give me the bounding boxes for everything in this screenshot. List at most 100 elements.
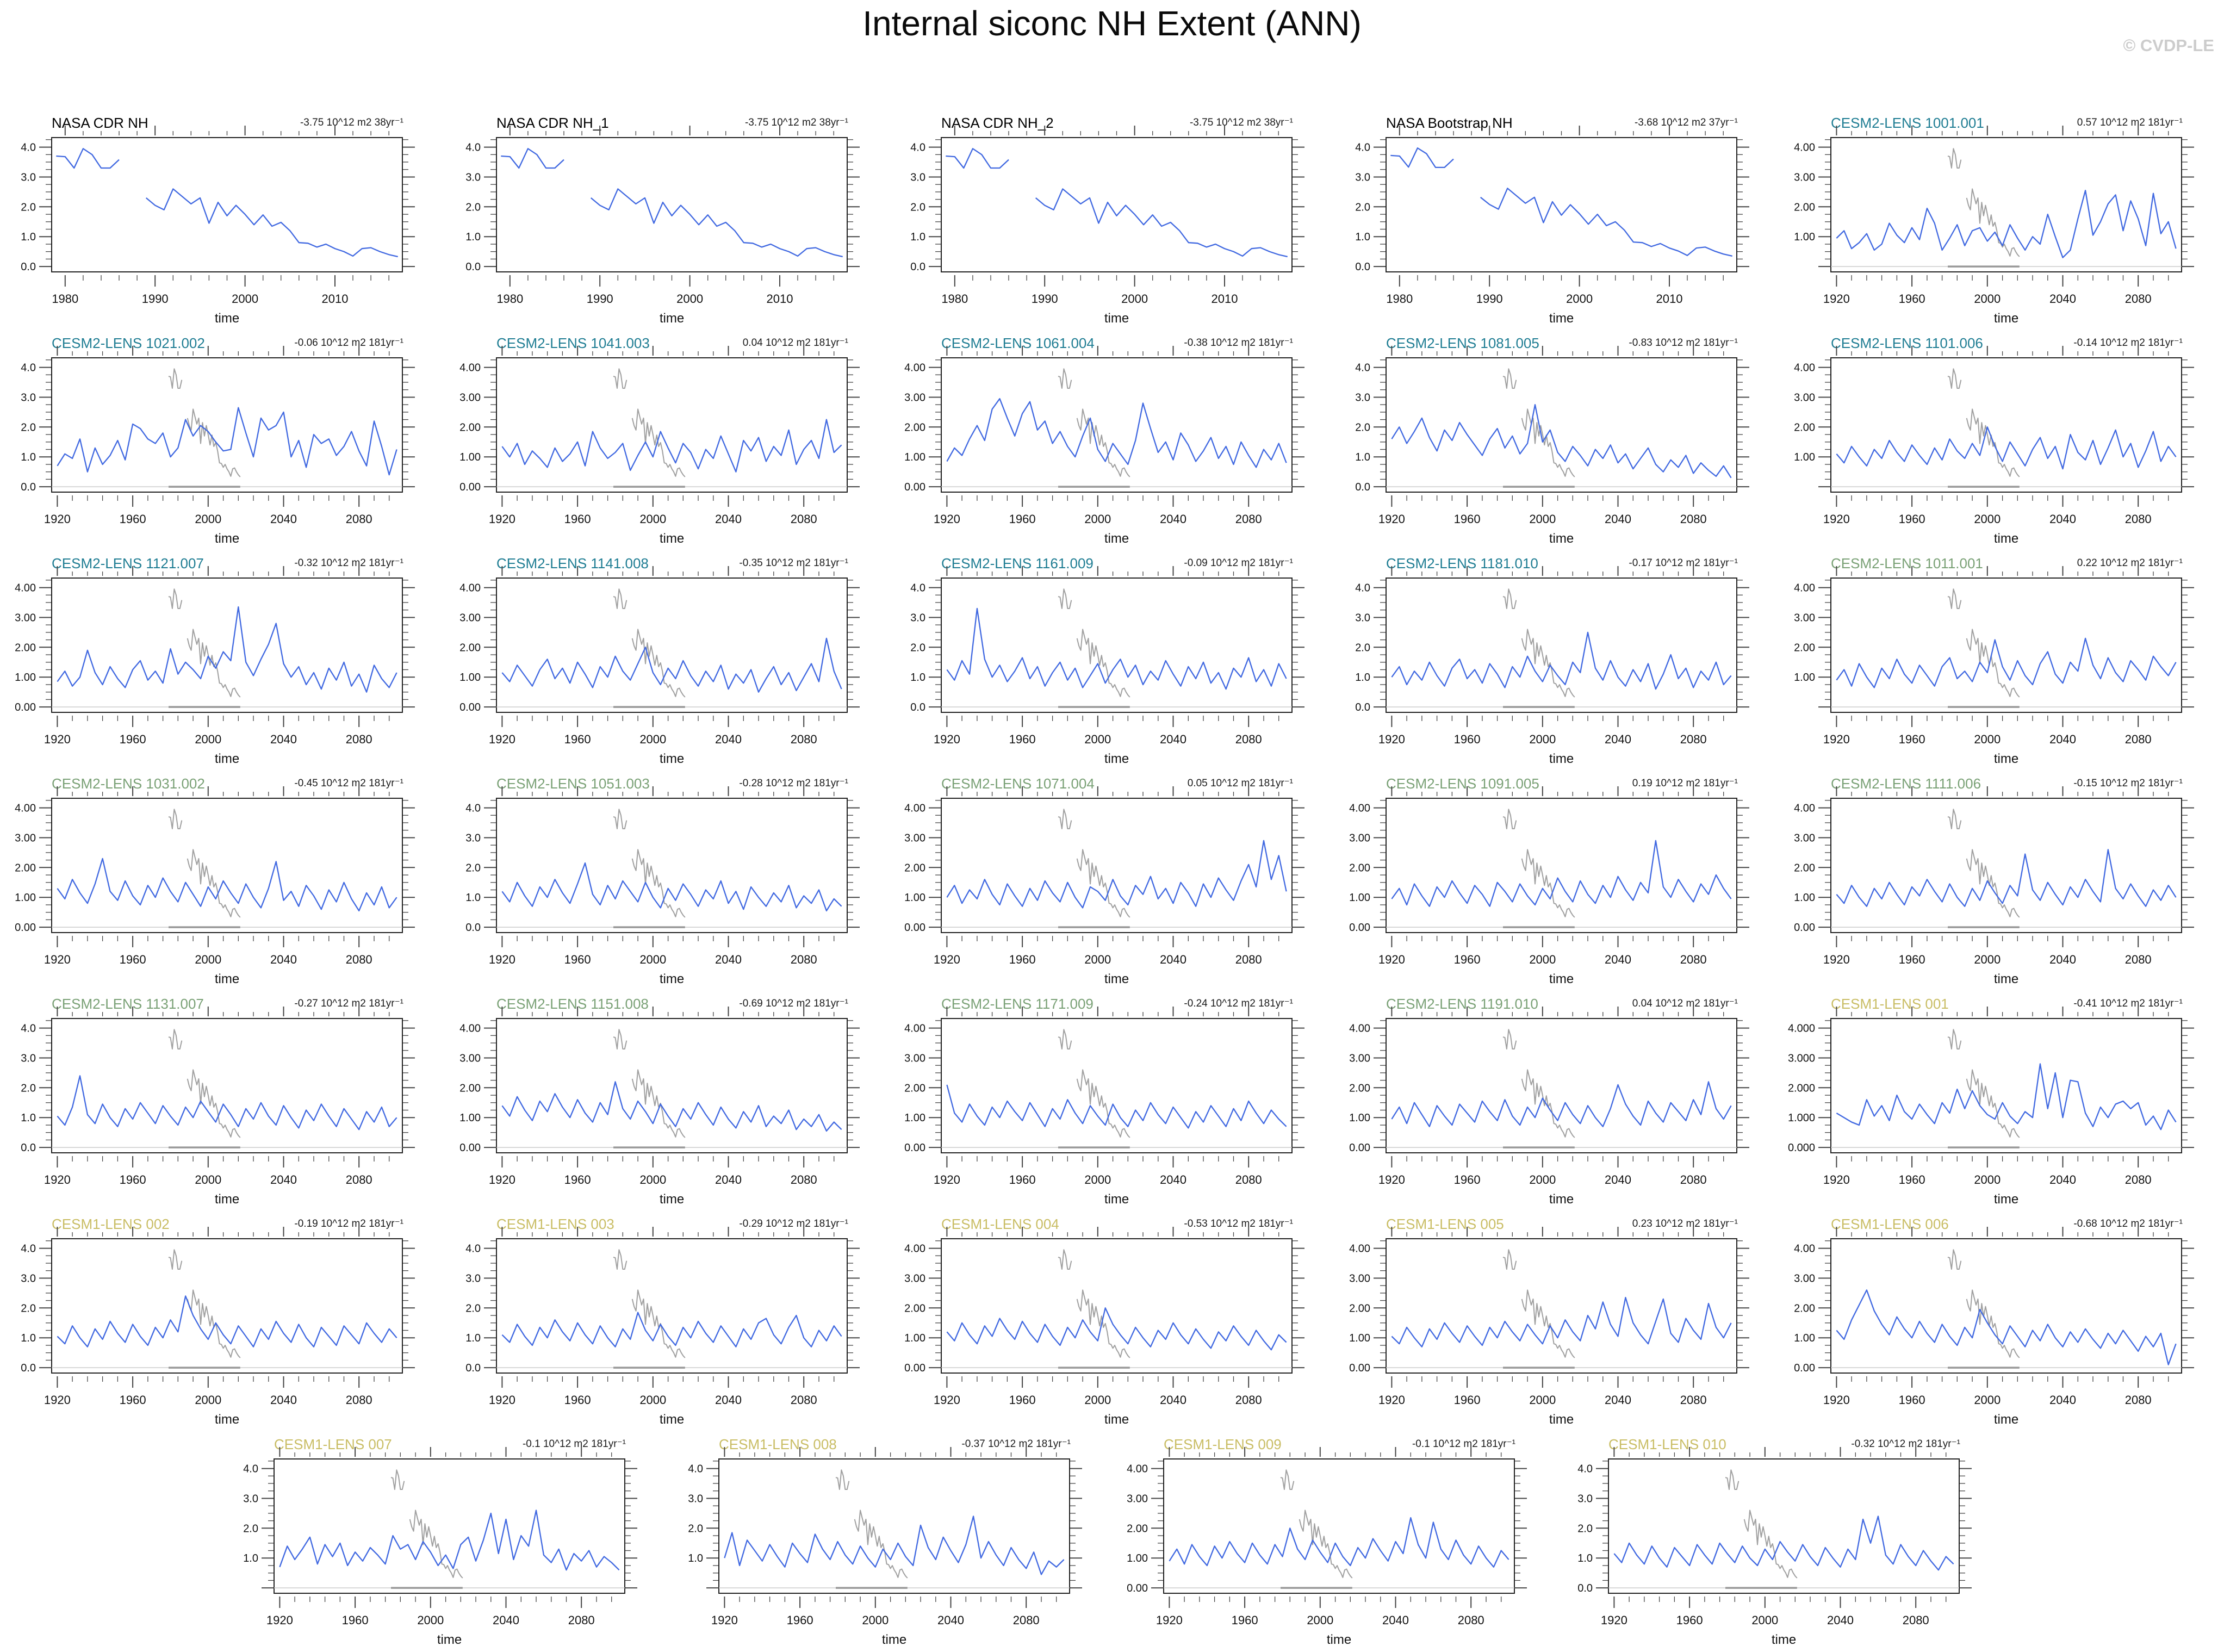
x-axis-title: time	[1104, 311, 1129, 326]
panel-title: CESM2-LENS 1061.004	[941, 335, 1095, 351]
panel-chart-cesm1-lens-001: CESM1-LENS 001 -0.41 10^12 m2 181yr⁻¹ 4.00…	[1788, 996, 2194, 1207]
panel-chart-cesm1-lens-007: CESM1-LENS 007 -0.1 10^12 m2 181yr⁻¹ 4.0 3.…	[243, 1436, 637, 1647]
panel-nasa-cdr-nh-2: NASA CDR NH_2 -3.75 10^12 m2 38yr⁻¹ 4.0 3.0…	[890, 111, 1334, 332]
y-tick-label: 1.00	[15, 892, 36, 904]
obs-overlay-line	[409, 1510, 463, 1579]
x-tick-label: 1960	[1899, 292, 1925, 306]
series-line	[501, 1081, 842, 1132]
x-tick-label: 2040	[1605, 512, 1631, 526]
obs-overlay-line	[1058, 1029, 1072, 1049]
panel-title: NASA CDR NH	[52, 115, 148, 131]
cvdp-le-watermark: © CVDP-LE	[2123, 36, 2214, 55]
x-tick-label: 1990	[587, 292, 613, 306]
panel-trend-label: 0.23 10^12 m2 181yr⁻¹	[1632, 1218, 1738, 1229]
x-tick-label: 2080	[1680, 512, 1707, 526]
x-tick-label: 1920	[1601, 1613, 1627, 1627]
obs-overlay-line	[1299, 1510, 1353, 1579]
obs-overlay-line	[1502, 368, 1517, 389]
x-tick-label: 1990	[1476, 292, 1503, 306]
y-tick-label: 4.00	[15, 803, 36, 815]
obs-overlay-line	[1521, 1069, 1575, 1138]
obs-overlay-line	[1947, 148, 1962, 169]
panel-title: CESM1-LENS 009	[1164, 1436, 1282, 1452]
x-axis-title: time	[437, 1632, 462, 1647]
panel-trend-label: -0.28 10^12 m2 181yr⁻¹	[739, 778, 848, 789]
x-tick-label: 2040	[1827, 1613, 1854, 1627]
panel-chart-cesm1-lens-005: CESM1-LENS 005 0.23 10^12 m2 181yr⁻¹ 4.00 3…	[1349, 1216, 1749, 1427]
panel-title: CESM1-LENS 007	[274, 1436, 392, 1452]
x-tick-label: 1920	[44, 1393, 71, 1407]
y-tick-label: 4.0	[465, 1243, 481, 1255]
x-tick-label: 2000	[195, 1173, 221, 1187]
x-tick-label: 1920	[44, 1173, 71, 1187]
y-tick-label: 2.0	[688, 1523, 703, 1535]
panel-trend-label: -0.37 10^12 m2 181yr⁻¹	[961, 1438, 1071, 1450]
x-tick-label: 1960	[1899, 953, 1925, 966]
series-line	[1391, 1081, 1732, 1127]
y-tick-label: 1.0	[1577, 1552, 1593, 1564]
panel-nasa-cdr-nh-1: NASA CDR NH_1 -3.75 10^12 m2 38yr⁻¹ 4.0 3.0…	[445, 111, 890, 332]
panel-trend-label: -0.24 10^12 m2 181yr⁻¹	[1184, 998, 1293, 1009]
obs-overlay-line	[1058, 1249, 1072, 1270]
y-tick-label: 1.0	[21, 1112, 36, 1124]
x-axis-title: time	[1994, 752, 2018, 766]
x-tick-label: 1920	[1823, 1173, 1850, 1187]
x-tick-label: 2000	[195, 732, 221, 746]
x-axis-title: time	[1994, 1192, 2018, 1207]
y-tick-label: 4.00	[459, 582, 481, 594]
y-tick-label: 4.00	[459, 1023, 481, 1035]
x-axis-title: time	[1104, 1412, 1129, 1427]
series-line	[1836, 426, 2177, 470]
x-tick-label: 2080	[2125, 512, 2152, 526]
panel-cesm2-lens-1101-006: CESM2-LENS 1101.006 -0.14 10^12 m2 181yr⁻…	[1779, 332, 2224, 552]
x-tick-label: 2040	[270, 512, 297, 526]
y-tick-label: 1.0	[1355, 451, 1370, 463]
x-tick-label: 2000	[195, 953, 221, 966]
obs-overlay-line	[1947, 368, 1962, 389]
panel-trend-label: -0.68 10^12 m2 181yr⁻¹	[2073, 1218, 2183, 1229]
y-tick-label: 1.0	[21, 231, 36, 243]
panel-cesm2-lens-1091-005: CESM2-LENS 1091.005 0.19 10^12 m2 181yr⁻¹…	[1334, 772, 1779, 992]
obs-overlay-line	[1966, 1069, 2020, 1138]
panel-cesm2-lens-1001-001: CESM2-LENS 1001.001 0.57 10^12 m2 181yr⁻¹…	[1779, 111, 2224, 332]
x-tick-label: 2080	[791, 512, 817, 526]
panel-title: CESM2-LENS 1131.007	[52, 996, 204, 1012]
y-tick-label: 2.0	[910, 642, 925, 654]
y-tick-label: 1.0	[465, 231, 481, 243]
panel-trend-label: -0.38 10^12 m2 181yr⁻¹	[1184, 337, 1293, 349]
x-tick-label: 2040	[2049, 292, 2076, 306]
x-tick-label: 2040	[2049, 953, 2076, 966]
x-tick-label: 1920	[44, 953, 71, 966]
series-line	[946, 840, 1287, 909]
x-tick-label: 2080	[791, 732, 817, 746]
y-tick-label: 3.00	[1794, 171, 1815, 183]
panel-nasa-cdr-nh: NASA CDR NH -3.75 10^12 m2 38yr⁻¹ 4.0 3.0 2.…	[0, 111, 445, 332]
x-tick-label: 2040	[270, 953, 297, 966]
x-axis-title: time	[215, 1412, 239, 1427]
y-tick-label: 3.00	[904, 832, 925, 844]
y-tick-label: 2.00	[904, 1082, 925, 1094]
panel-title: CESM2-LENS 1051.003	[496, 775, 650, 792]
panel-title: CESM1-LENS 004	[941, 1216, 1059, 1232]
x-tick-label: 2000	[639, 512, 666, 526]
x-tick-label: 1920	[1378, 732, 1405, 746]
panel-cesm2-lens-1161-009: CESM2-LENS 1161.009 -0.09 10^12 m2 181yr⁻…	[890, 552, 1334, 772]
y-tick-label: 2.00	[1794, 1302, 1815, 1314]
x-tick-label: 1920	[489, 512, 515, 526]
y-tick-label: 4.00	[904, 362, 925, 374]
panel-cesm1-lens-005: CESM1-LENS 005 0.23 10^12 m2 181yr⁻¹ 4.00 3…	[1334, 1213, 1779, 1433]
obs-overlay-line	[1947, 588, 1962, 609]
x-tick-label: 1920	[489, 732, 515, 746]
obs-overlay-line	[1502, 1249, 1517, 1270]
series-line	[1480, 188, 1732, 257]
y-tick-label: 4.0	[21, 1023, 36, 1035]
x-tick-label: 2080	[2125, 1173, 2152, 1187]
x-tick-label: 2040	[1605, 1173, 1631, 1187]
y-tick-label: 1.0	[910, 231, 925, 243]
panel-trend-label: -3.75 10^12 m2 38yr⁻¹	[1190, 117, 1293, 128]
panel-cesm1-lens-010: CESM1-LENS 010 -0.32 10^12 m2 181yr⁻¹ 4.0 3…	[1557, 1433, 2002, 1652]
x-tick-label: 2000	[1566, 292, 1593, 306]
x-tick-label: 2080	[346, 953, 372, 966]
panel-chart-cesm2-lens-1191-010: CESM2-LENS 1191.010 0.04 10^12 m2 181yr⁻¹…	[1349, 996, 1749, 1207]
panel-chart-cesm2-lens-1101-006: CESM2-LENS 1101.006 -0.14 10^12 m2 181yr⁻…	[1794, 335, 2194, 546]
